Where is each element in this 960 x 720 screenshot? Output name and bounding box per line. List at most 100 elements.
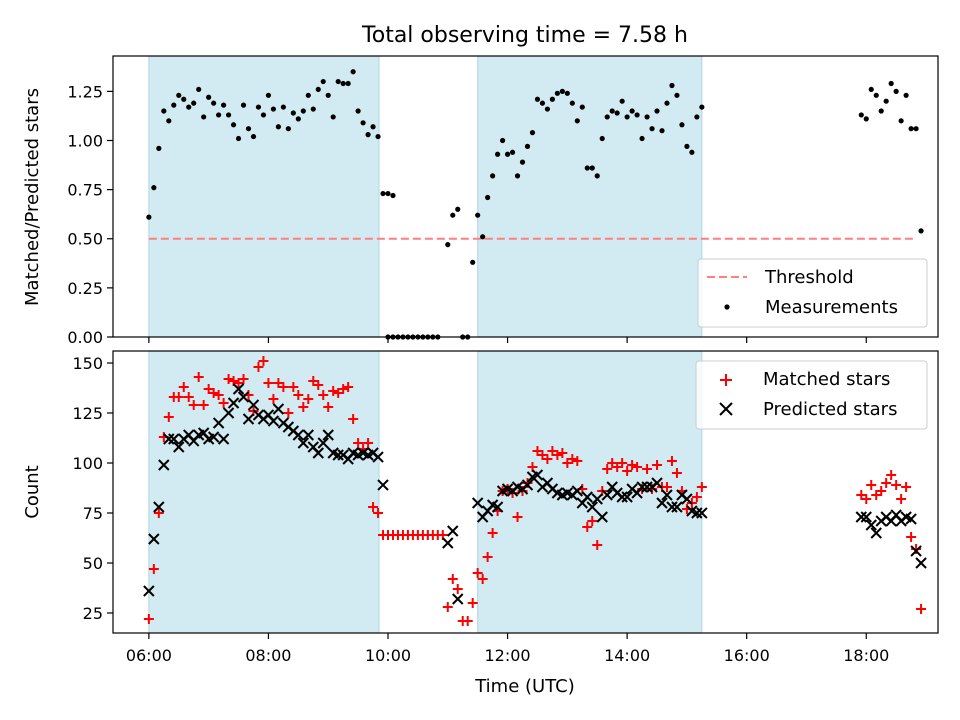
measurement-point bbox=[455, 206, 461, 212]
measurement-point bbox=[485, 194, 491, 201]
predicted-star-point bbox=[855, 511, 867, 523]
matched-star-point bbox=[163, 412, 174, 422]
matched-star-point bbox=[263, 378, 274, 388]
predicted-star-point bbox=[222, 407, 235, 419]
measurement-point bbox=[240, 102, 247, 108]
matched-star-point bbox=[622, 466, 633, 476]
measurement-point bbox=[888, 80, 894, 87]
observing-interval-shade bbox=[148, 55, 380, 338]
matched-star-point bbox=[876, 486, 887, 496]
y-tick-label: 25 bbox=[83, 604, 103, 623]
measurement-point bbox=[689, 149, 695, 155]
measurement-point bbox=[594, 173, 600, 179]
matched-legend-swatch bbox=[720, 374, 732, 386]
matched-star-point bbox=[572, 456, 583, 466]
predicted-star-point bbox=[442, 537, 454, 549]
measurement-point bbox=[375, 133, 381, 140]
measurement-point bbox=[863, 116, 869, 122]
matched-star-point bbox=[278, 382, 289, 392]
matched-star-point bbox=[916, 604, 927, 614]
bottom-legend-box bbox=[695, 360, 928, 430]
measurement-point bbox=[320, 78, 326, 85]
measurement-point bbox=[290, 110, 296, 116]
y-tick-label: 0.75 bbox=[67, 181, 103, 200]
measurement-point bbox=[310, 106, 316, 112]
measurement-point bbox=[220, 102, 227, 108]
matched-star-point bbox=[906, 532, 917, 542]
measurement-point bbox=[350, 69, 356, 75]
predicted-star-point bbox=[377, 479, 389, 491]
measurement-point bbox=[191, 100, 197, 106]
measurement-point bbox=[370, 124, 376, 130]
predicted-star-point bbox=[153, 501, 165, 513]
measurement-point bbox=[569, 100, 575, 106]
top-panel: 0.00 0.25 0.50 0.75 1.00 1.25 Matched/Predict… bbox=[22, 55, 939, 347]
measurement-point bbox=[450, 212, 456, 218]
measurement-point bbox=[564, 90, 570, 96]
measurement-point bbox=[649, 126, 655, 132]
predicted-star-point bbox=[232, 383, 245, 395]
bottom-panel: 25 50 75 100 125 150 06:00 08:00 10:00 12:00 14:0… bbox=[22, 350, 939, 697]
predicted-star-point bbox=[616, 491, 628, 503]
predicted-star-point bbox=[521, 479, 534, 491]
predicted-star-point bbox=[571, 485, 584, 497]
measurement-point bbox=[340, 80, 346, 87]
matched-star-point bbox=[866, 480, 877, 490]
measurement-point bbox=[270, 106, 277, 112]
x-tick-label: 06:00 bbox=[126, 646, 172, 665]
measurement-point bbox=[181, 96, 187, 102]
measurement-point bbox=[265, 92, 272, 98]
measurement-point bbox=[171, 102, 177, 108]
measurement-point bbox=[211, 100, 217, 106]
bottom-x-axis-label: Time (UTC) bbox=[474, 676, 575, 697]
predicted-star-point bbox=[212, 417, 225, 429]
measurement-point bbox=[216, 112, 222, 118]
measurement-point bbox=[873, 92, 879, 98]
y-tick-label: 0.00 bbox=[67, 328, 103, 347]
matched-star-point bbox=[542, 454, 553, 464]
predicted-star-point bbox=[651, 477, 663, 489]
measurement-point bbox=[330, 114, 336, 120]
predicted-star-point bbox=[322, 429, 334, 441]
y-tick-label: 75 bbox=[83, 504, 103, 523]
measurement-point bbox=[514, 173, 521, 179]
matched-star-point bbox=[258, 356, 269, 366]
measurement-point bbox=[604, 114, 610, 120]
measurement-point bbox=[504, 151, 511, 157]
matched-star-point bbox=[253, 362, 264, 372]
measurement-point bbox=[584, 165, 590, 171]
measurement-point bbox=[255, 104, 262, 110]
measurement-point bbox=[280, 104, 286, 110]
measurement-point bbox=[325, 92, 331, 98]
predicted-star-point bbox=[471, 497, 484, 509]
measurement-point bbox=[495, 151, 501, 157]
predicted-star-point bbox=[621, 491, 633, 503]
matched-star-point bbox=[368, 502, 379, 512]
x-tick-label: 08:00 bbox=[245, 646, 291, 665]
measurement-point bbox=[574, 118, 580, 124]
matched-star-point bbox=[188, 400, 199, 410]
measurement-point bbox=[480, 234, 486, 240]
matched-star-point bbox=[627, 460, 638, 470]
measurement-point bbox=[151, 185, 157, 191]
measurement-point bbox=[490, 173, 496, 179]
predicted-star-point bbox=[292, 429, 305, 441]
y-tick-label: 100 bbox=[72, 454, 103, 473]
matched-star-point bbox=[338, 384, 349, 394]
measurement-point bbox=[624, 114, 630, 120]
matched-star-point bbox=[288, 382, 299, 392]
measurement-point bbox=[225, 112, 232, 118]
measurement-point bbox=[295, 116, 301, 122]
x-tick-label: 10:00 bbox=[365, 646, 411, 665]
measurement-point bbox=[913, 126, 919, 132]
measurement-point bbox=[360, 120, 366, 126]
predicted-star-point bbox=[302, 429, 314, 441]
measurement-point bbox=[245, 126, 252, 132]
predicted-star-point bbox=[317, 437, 329, 449]
measurement-point bbox=[634, 112, 640, 118]
y-tick-label: 50 bbox=[83, 554, 103, 573]
measurement-point bbox=[166, 118, 172, 124]
measurement-point bbox=[868, 86, 874, 93]
measurement-point bbox=[539, 100, 546, 106]
predicted-star-point bbox=[163, 433, 175, 445]
